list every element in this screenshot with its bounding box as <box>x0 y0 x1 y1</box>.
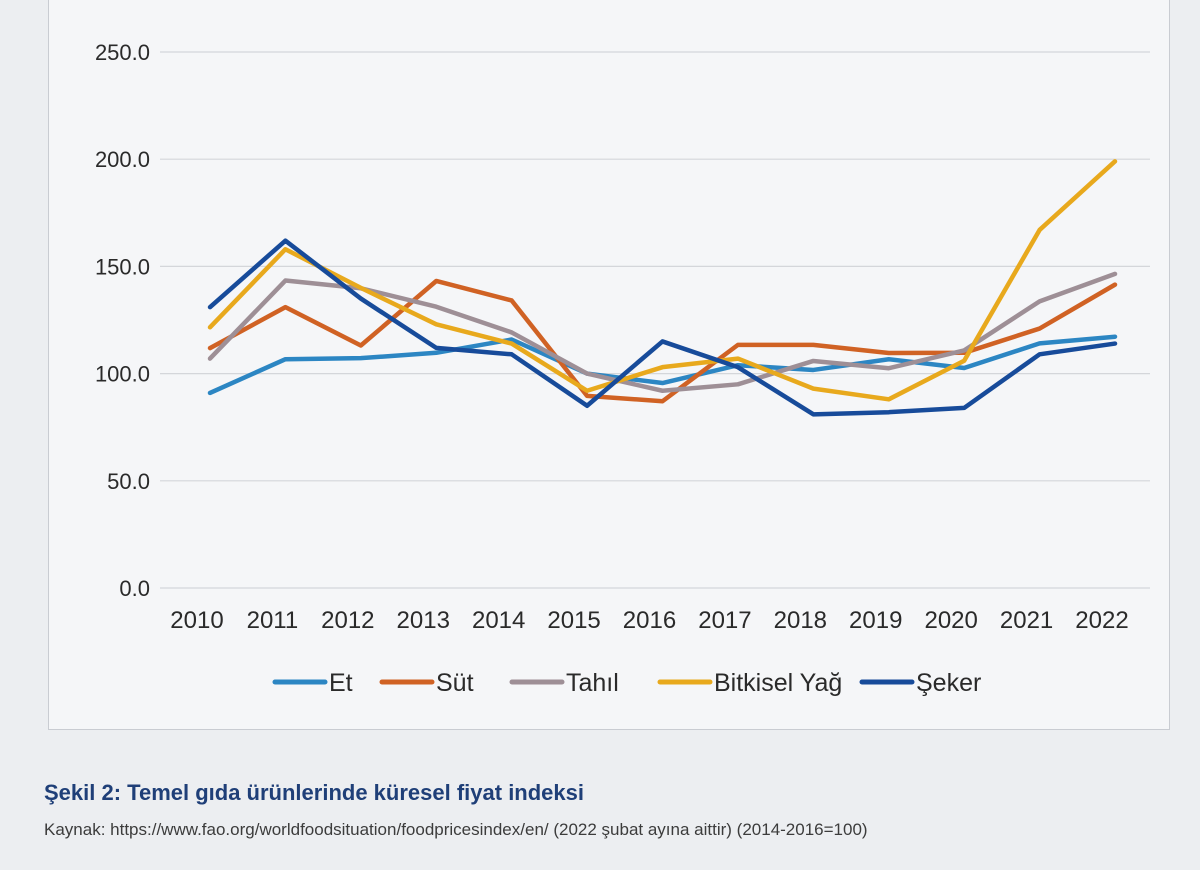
y-axis-ticks: 0.0 50.0 100.0 150.0 200.0 250.0 <box>95 40 150 601</box>
y-tick-label: 100.0 <box>95 362 150 387</box>
y-tick-label: 200.0 <box>95 147 150 172</box>
y-tick-label: 50.0 <box>107 469 150 494</box>
x-axis-ticks: 2010 2011 2012 2013 2014 2015 2016 2017 2018 2019… <box>170 607 1128 634</box>
line-chart: 0.0 50.0 100.0 150.0 200.0 250.0 2010 2011 2012… <box>95 40 1150 697</box>
y-tick-label: 0.0 <box>119 576 150 601</box>
x-tick-label: 2014 <box>472 607 525 634</box>
x-tick-label: 2022 <box>1075 607 1128 634</box>
x-tick-label: 2018 <box>774 607 827 634</box>
x-tick-label: 2021 <box>1000 607 1053 634</box>
y-tick-label: 150.0 <box>95 254 150 279</box>
series-line-şeker <box>207 238 1118 417</box>
source-note: Kaynak: https://www.fao.org/worldfoodsit… <box>44 820 868 839</box>
x-tick-label: 2012 <box>321 607 374 634</box>
legend-label: Bitkisel Yağ <box>714 669 842 697</box>
y-tick-label: 250.0 <box>95 40 150 65</box>
legend-label: Süt <box>436 669 474 697</box>
chart-frame <box>48 0 1170 730</box>
legend-label: Et <box>329 669 353 697</box>
x-tick-label: 2019 <box>849 607 902 634</box>
legend-label: Şeker <box>916 669 981 697</box>
series-line-et <box>207 334 1118 396</box>
x-tick-label: 2010 <box>170 607 223 634</box>
series-line-bitkisel-yağ <box>207 159 1118 402</box>
legend: Et Süt Tahıl Bitkisel Yağ Şeker <box>272 669 981 697</box>
x-tick-label: 2011 <box>247 607 299 634</box>
series-line-süt <box>207 278 1118 404</box>
x-tick-label: 2020 <box>924 607 977 634</box>
x-tick-label: 2013 <box>397 607 450 634</box>
x-tick-label: 2017 <box>698 607 751 634</box>
gridlines <box>160 51 1150 589</box>
figure-caption: Şekil 2: Temel gıda ürünlerinde küresel … <box>44 780 584 805</box>
legend-label: Tahıl <box>566 669 619 697</box>
series-lines <box>207 159 1118 417</box>
x-tick-label: 2016 <box>623 607 676 634</box>
x-tick-label: 2015 <box>547 607 600 634</box>
